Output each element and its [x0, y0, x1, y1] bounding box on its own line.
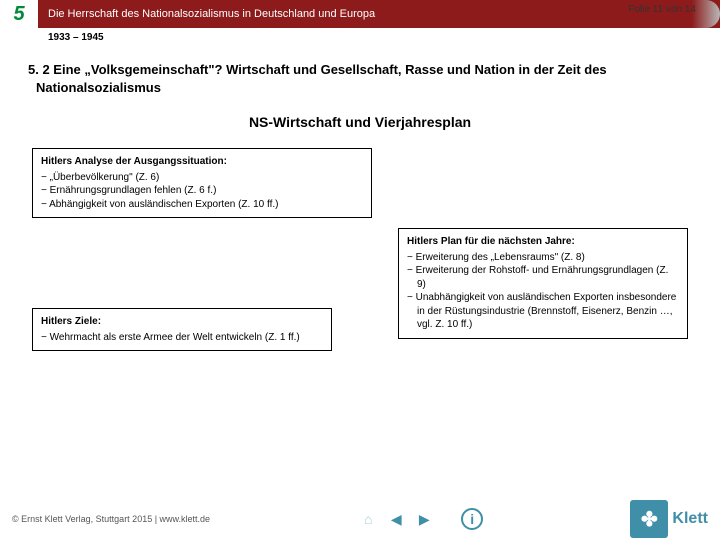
box-goals: Hitlers Ziele: Wehrmacht als erste Armee…: [32, 308, 332, 351]
page-indicator: Folie 11 von 14: [628, 4, 696, 15]
content-boxes: Hitlers Analyse der Ausgangssituation: „…: [28, 148, 692, 388]
list-item: Wehrmacht als erste Armee der Welt entwi…: [41, 331, 323, 345]
nav-controls: ⌂ ◀ ▶ i: [357, 508, 483, 530]
chapter-title-bar: Die Herrschaft des Nationalsozialismus i…: [38, 0, 720, 28]
prev-icon[interactable]: ◀: [385, 508, 407, 530]
box-plan: Hitlers Plan für die nächsten Jahre: Erw…: [398, 228, 688, 339]
list-item: „Überbevölkerung" (Z. 6): [41, 171, 363, 185]
slide-content: 5. 2 Eine „Volksgemeinschaft"? Wirtschaf…: [0, 43, 720, 388]
home-icon[interactable]: ⌂: [357, 508, 379, 530]
list-item: Erweiterung des „Lebensraums" (Z. 8): [407, 251, 679, 265]
copyright-text: © Ernst Klett Verlag, Stuttgart 2015 | w…: [12, 514, 210, 524]
list-item: Erweiterung der Rohstoff- und Ernährungs…: [407, 264, 679, 291]
slide-footer: © Ernst Klett Verlag, Stuttgart 2015 | w…: [0, 498, 720, 540]
list-item: Ernährungsgrundlagen fehlen (Z. 6 f.): [41, 184, 363, 198]
logo-text: Klett: [672, 510, 708, 528]
section-subtitle: NS-Wirtschaft und Vierjahresplan: [28, 114, 692, 130]
section-heading: 5. 2 Eine „Volksgemeinschaft"? Wirtschaf…: [28, 61, 692, 96]
box-plan-title: Hitlers Plan für die nächsten Jahre:: [407, 235, 679, 249]
box-analysis: Hitlers Analyse der Ausgangssituation: „…: [32, 148, 372, 218]
box-analysis-title: Hitlers Analyse der Ausgangssituation:: [41, 155, 363, 169]
next-icon[interactable]: ▶: [413, 508, 435, 530]
info-icon[interactable]: i: [461, 508, 483, 530]
list-item: Unabhängigkeit von ausländischen Exporte…: [407, 291, 679, 332]
publisher-logo: ✤ Klett: [630, 500, 708, 538]
slide-header: 5 Die Herrschaft des Nationalsozialismus…: [0, 0, 720, 28]
chapter-number: 5: [0, 0, 38, 28]
list-item: Abhängigkeit von ausländischen Exporten …: [41, 198, 363, 212]
box-goals-title: Hitlers Ziele:: [41, 315, 323, 329]
logo-mark-icon: ✤: [630, 500, 668, 538]
chapter-title: Die Herrschaft des Nationalsozialismus i…: [48, 8, 375, 20]
date-range: 1933 – 1945: [0, 28, 720, 43]
